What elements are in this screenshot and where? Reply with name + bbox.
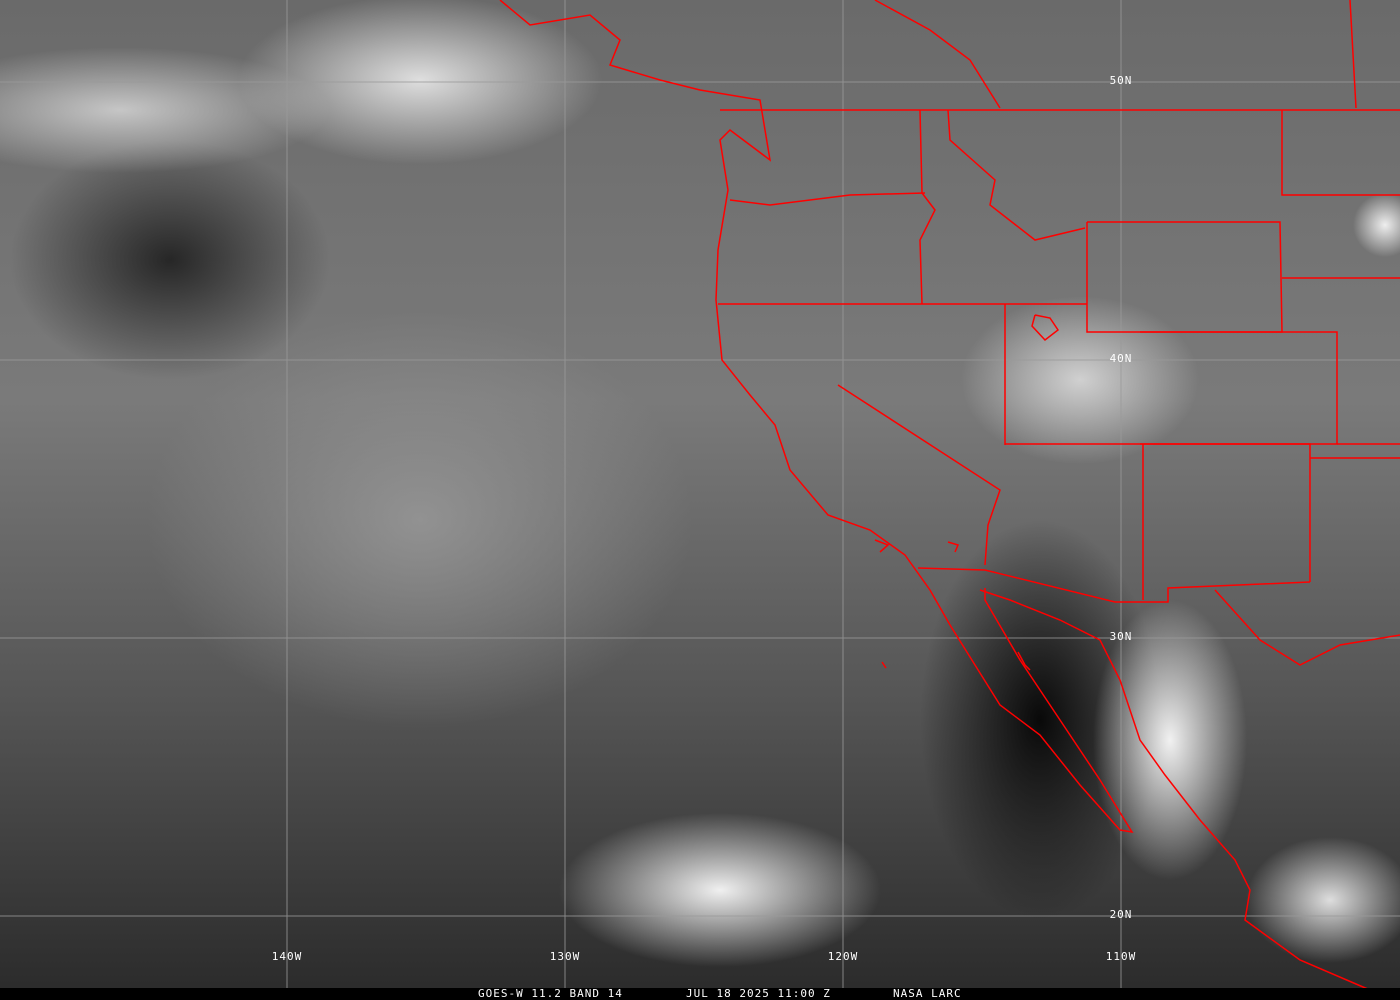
channel-islands [874, 539, 890, 553]
colorado-border [1140, 331, 1338, 445]
alberta-sask-border [1349, 0, 1357, 109]
mexico-coast-east [1214, 589, 1400, 666]
ca-nv-border [837, 384, 1001, 566]
four-corners [1005, 443, 1311, 582]
coastline-mexico [979, 589, 1371, 991]
lat-label-40n: 40N [1109, 352, 1133, 365]
montana-dakota [1281, 110, 1400, 196]
lat-label-20n: 20N [1109, 908, 1133, 921]
lat-label-30n: 30N [1109, 630, 1133, 643]
lon-label-130w: 130W [549, 950, 581, 963]
lon-label-110w: 110W [1105, 950, 1137, 963]
lon-label-140w: 140W [271, 950, 303, 963]
wyoming-border [1086, 221, 1283, 333]
caption-bar: GOES-W 11.2 BAND 14 JUL 18 2025 11:00 Z … [0, 988, 1400, 1000]
political-borders [499, 0, 1400, 991]
salton-sea [947, 541, 960, 553]
guadalupe-island [881, 661, 887, 669]
wa-or-border [729, 192, 926, 206]
caption-product: GOES-W 11.2 BAND 14 [478, 987, 623, 1000]
lon-label-120w: 120W [827, 950, 859, 963]
mexico-us-border [917, 567, 1311, 603]
caption-datetime: JUL 18 2025 11:00 Z [686, 987, 831, 1000]
bc-alberta-border [874, 0, 1001, 109]
wa-idaho-border [919, 109, 936, 305]
great-salt-lake [1031, 314, 1060, 342]
caption-credit: NASA LARC [893, 987, 962, 1000]
lat-label-50n: 50N [1109, 74, 1133, 87]
idaho-montana-border [947, 109, 1086, 241]
gulf-islands [1017, 651, 1031, 671]
coastline-north [499, 0, 1134, 834]
